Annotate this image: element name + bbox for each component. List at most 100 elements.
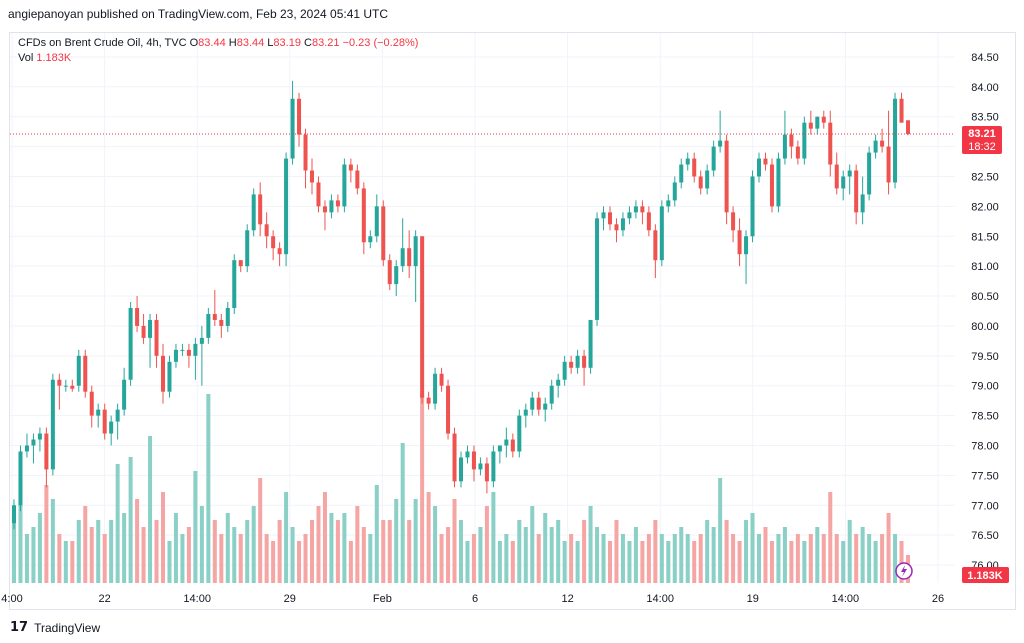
candle[interactable]: [750, 170, 755, 243]
candle[interactable]: [763, 152, 768, 171]
candle[interactable]: [769, 158, 774, 213]
candle[interactable]: [562, 355, 567, 386]
candle[interactable]: [148, 313, 153, 368]
candle[interactable]: [517, 409, 522, 458]
candle[interactable]: [880, 128, 885, 153]
candle[interactable]: [232, 254, 237, 314]
candle[interactable]: [640, 200, 645, 225]
candle[interactable]: [575, 349, 580, 374]
candle[interactable]: [245, 224, 250, 273]
candle[interactable]: [847, 164, 852, 195]
candle[interactable]: [206, 308, 211, 344]
candle[interactable]: [271, 230, 276, 261]
candle[interactable]: [102, 403, 107, 440]
candle[interactable]: [83, 349, 88, 398]
candle[interactable]: [407, 230, 412, 279]
candle[interactable]: [309, 158, 315, 195]
candle[interactable]: [873, 134, 878, 159]
candle[interactable]: [672, 176, 677, 207]
candle[interactable]: [478, 457, 483, 476]
candle[interactable]: [504, 427, 509, 458]
candle[interactable]: [815, 116, 820, 135]
candle[interactable]: [705, 164, 710, 195]
candle[interactable]: [659, 200, 664, 267]
candle[interactable]: [284, 152, 289, 267]
candle[interactable]: [374, 194, 379, 243]
candle[interactable]: [219, 313, 224, 338]
candle[interactable]: [685, 152, 690, 171]
candle[interactable]: [50, 373, 55, 476]
candle[interactable]: [595, 212, 600, 326]
candle[interactable]: [756, 152, 762, 183]
candle[interactable]: [44, 427, 49, 488]
candle[interactable]: [238, 260, 243, 273]
candle[interactable]: [614, 218, 619, 243]
candle[interactable]: [905, 120, 911, 136]
candle[interactable]: [867, 146, 872, 201]
candle[interactable]: [828, 110, 833, 177]
candle[interactable]: [361, 182, 366, 255]
candle[interactable]: [666, 194, 671, 213]
candle[interactable]: [834, 152, 839, 195]
candle[interactable]: [63, 379, 68, 392]
candle[interactable]: [491, 445, 496, 488]
candle[interactable]: [335, 194, 340, 213]
footer-brand[interactable]: TradingView: [34, 620, 101, 635]
candle[interactable]: [601, 206, 606, 231]
tradingview-logo-icon[interactable]: 17: [10, 620, 29, 635]
candle[interactable]: [109, 415, 114, 446]
candle[interactable]: [18, 445, 23, 512]
candle[interactable]: [251, 188, 256, 237]
candle[interactable]: [549, 379, 554, 410]
candle[interactable]: [160, 343, 166, 404]
candle[interactable]: [167, 355, 172, 398]
candle[interactable]: [329, 194, 334, 219]
candle[interactable]: [582, 349, 587, 386]
candle[interactable]: [698, 170, 703, 195]
candle[interactable]: [646, 206, 651, 237]
candle[interactable]: [290, 80, 295, 165]
candle[interactable]: [128, 302, 133, 386]
candle[interactable]: [57, 373, 62, 410]
candle[interactable]: [446, 379, 451, 440]
candle[interactable]: [556, 373, 561, 398]
candle[interactable]: [37, 427, 42, 452]
candle[interactable]: [24, 433, 29, 458]
candle[interactable]: [135, 296, 140, 332]
candle[interactable]: [776, 152, 781, 213]
candle[interactable]: [782, 110, 787, 165]
candle[interactable]: [724, 134, 729, 225]
candle[interactable]: [342, 158, 347, 213]
candle[interactable]: [193, 337, 198, 380]
candle[interactable]: [225, 302, 230, 332]
candle[interactable]: [536, 391, 541, 416]
candle[interactable]: [297, 92, 302, 147]
candle[interactable]: [199, 325, 204, 386]
candle[interactable]: [141, 313, 146, 344]
candle[interactable]: [893, 92, 898, 189]
candle[interactable]: [679, 158, 684, 189]
candle[interactable]: [355, 164, 360, 195]
candle[interactable]: [76, 349, 81, 392]
candle[interactable]: [452, 427, 457, 488]
candle[interactable]: [381, 200, 386, 267]
candle[interactable]: [387, 254, 392, 291]
candle[interactable]: [588, 319, 593, 374]
candle[interactable]: [433, 367, 438, 410]
candle[interactable]: [303, 128, 308, 189]
candle[interactable]: [458, 451, 464, 488]
candle[interactable]: [789, 128, 794, 159]
candle[interactable]: [316, 176, 321, 213]
candle[interactable]: [497, 445, 502, 464]
candle[interactable]: [484, 457, 489, 494]
candle[interactable]: [899, 92, 904, 123]
candle[interactable]: [122, 367, 127, 416]
candle[interactable]: [154, 313, 159, 368]
candle[interactable]: [886, 110, 891, 195]
candle[interactable]: [173, 343, 178, 368]
chart-frame[interactable]: [9, 32, 1016, 610]
candle[interactable]: [400, 218, 405, 273]
candle[interactable]: [180, 343, 185, 356]
candle[interactable]: [31, 433, 36, 464]
